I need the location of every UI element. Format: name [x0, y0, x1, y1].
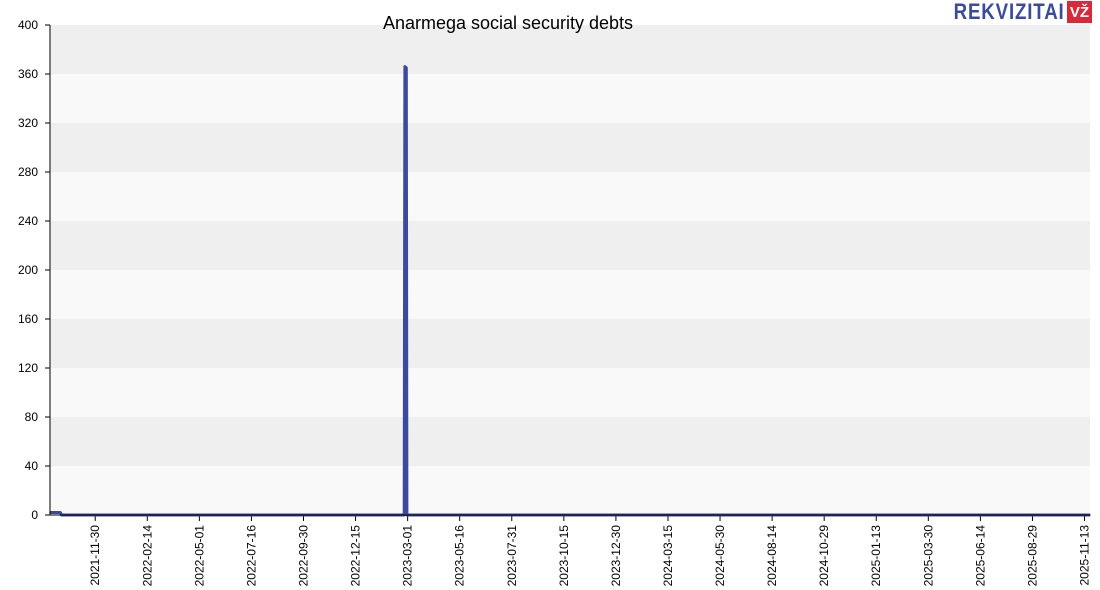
y-tick-label: 120 [18, 361, 38, 375]
x-tick-label: 2025-08-29 [1025, 525, 1039, 587]
grid-band [50, 74, 1090, 123]
grid-band [50, 466, 1090, 515]
grid-band [50, 172, 1090, 221]
data-point [405, 67, 408, 69]
x-tick-label: 2022-12-15 [349, 525, 363, 587]
data-point [404, 65, 406, 68]
grid-band [50, 123, 1090, 172]
y-tick-label: 360 [18, 67, 38, 81]
brand-logo[interactable]: REKVIZITAI VŽ [934, 0, 1092, 24]
grid-band [50, 368, 1090, 417]
grid-band [50, 417, 1090, 466]
y-tick-label: 320 [18, 116, 38, 130]
x-tick-label: 2022-09-30 [296, 525, 310, 587]
y-tick-label: 240 [18, 214, 38, 228]
x-tick-label: 2025-03-30 [921, 525, 935, 587]
y-tick-label: 0 [31, 508, 38, 522]
x-tick-label: 2021-11-30 [88, 525, 102, 586]
x-tick-label: 2023-10-15 [557, 525, 571, 587]
x-tick-label: 2023-12-30 [609, 525, 623, 587]
x-tick-label: 2025-06-14 [973, 525, 987, 587]
x-tick-label: 2022-07-16 [244, 525, 258, 587]
brand-name: REKVIZITAI [953, 0, 1065, 24]
grid-band [50, 221, 1090, 270]
x-tick-label: 2025-11-13 [1078, 525, 1092, 586]
chart-title: Anarmega social security debts [383, 13, 633, 33]
x-tick-label: 2023-03-01 [401, 525, 415, 587]
grid-band [50, 270, 1090, 319]
grid-band [50, 25, 1090, 74]
grid-band [50, 319, 1090, 368]
y-tick-label: 40 [25, 459, 39, 473]
x-tick-label: 2024-10-29 [817, 525, 831, 587]
data-point [59, 511, 62, 514]
x-tick-label: 2022-02-14 [140, 525, 154, 587]
x-tick-label: 2023-07-31 [505, 525, 519, 587]
x-tick-label: 2024-05-30 [713, 525, 727, 587]
x-axis-ticks: 2021-11-30 2022-02-14 2022-05-01 2022-07-16… [88, 515, 1092, 587]
y-tick-label: 160 [18, 312, 38, 326]
y-axis-ticks: 0 40 80 120 160 200 240 280 320 360 400 [18, 18, 50, 522]
grid-bands [50, 25, 1090, 515]
y-tick-label: 400 [18, 18, 38, 32]
x-tick-label: 2022-05-01 [192, 525, 206, 587]
brand-badge: VŽ [1067, 1, 1092, 23]
x-tick-label: 2025-01-13 [869, 525, 883, 587]
x-tick-label: 2024-03-15 [661, 525, 675, 587]
y-tick-label: 80 [25, 410, 39, 424]
x-tick-label: 2024-08-14 [765, 525, 779, 587]
x-tick-label: 2023-05-16 [453, 525, 467, 587]
y-tick-label: 280 [18, 165, 38, 179]
y-tick-label: 200 [18, 263, 38, 277]
